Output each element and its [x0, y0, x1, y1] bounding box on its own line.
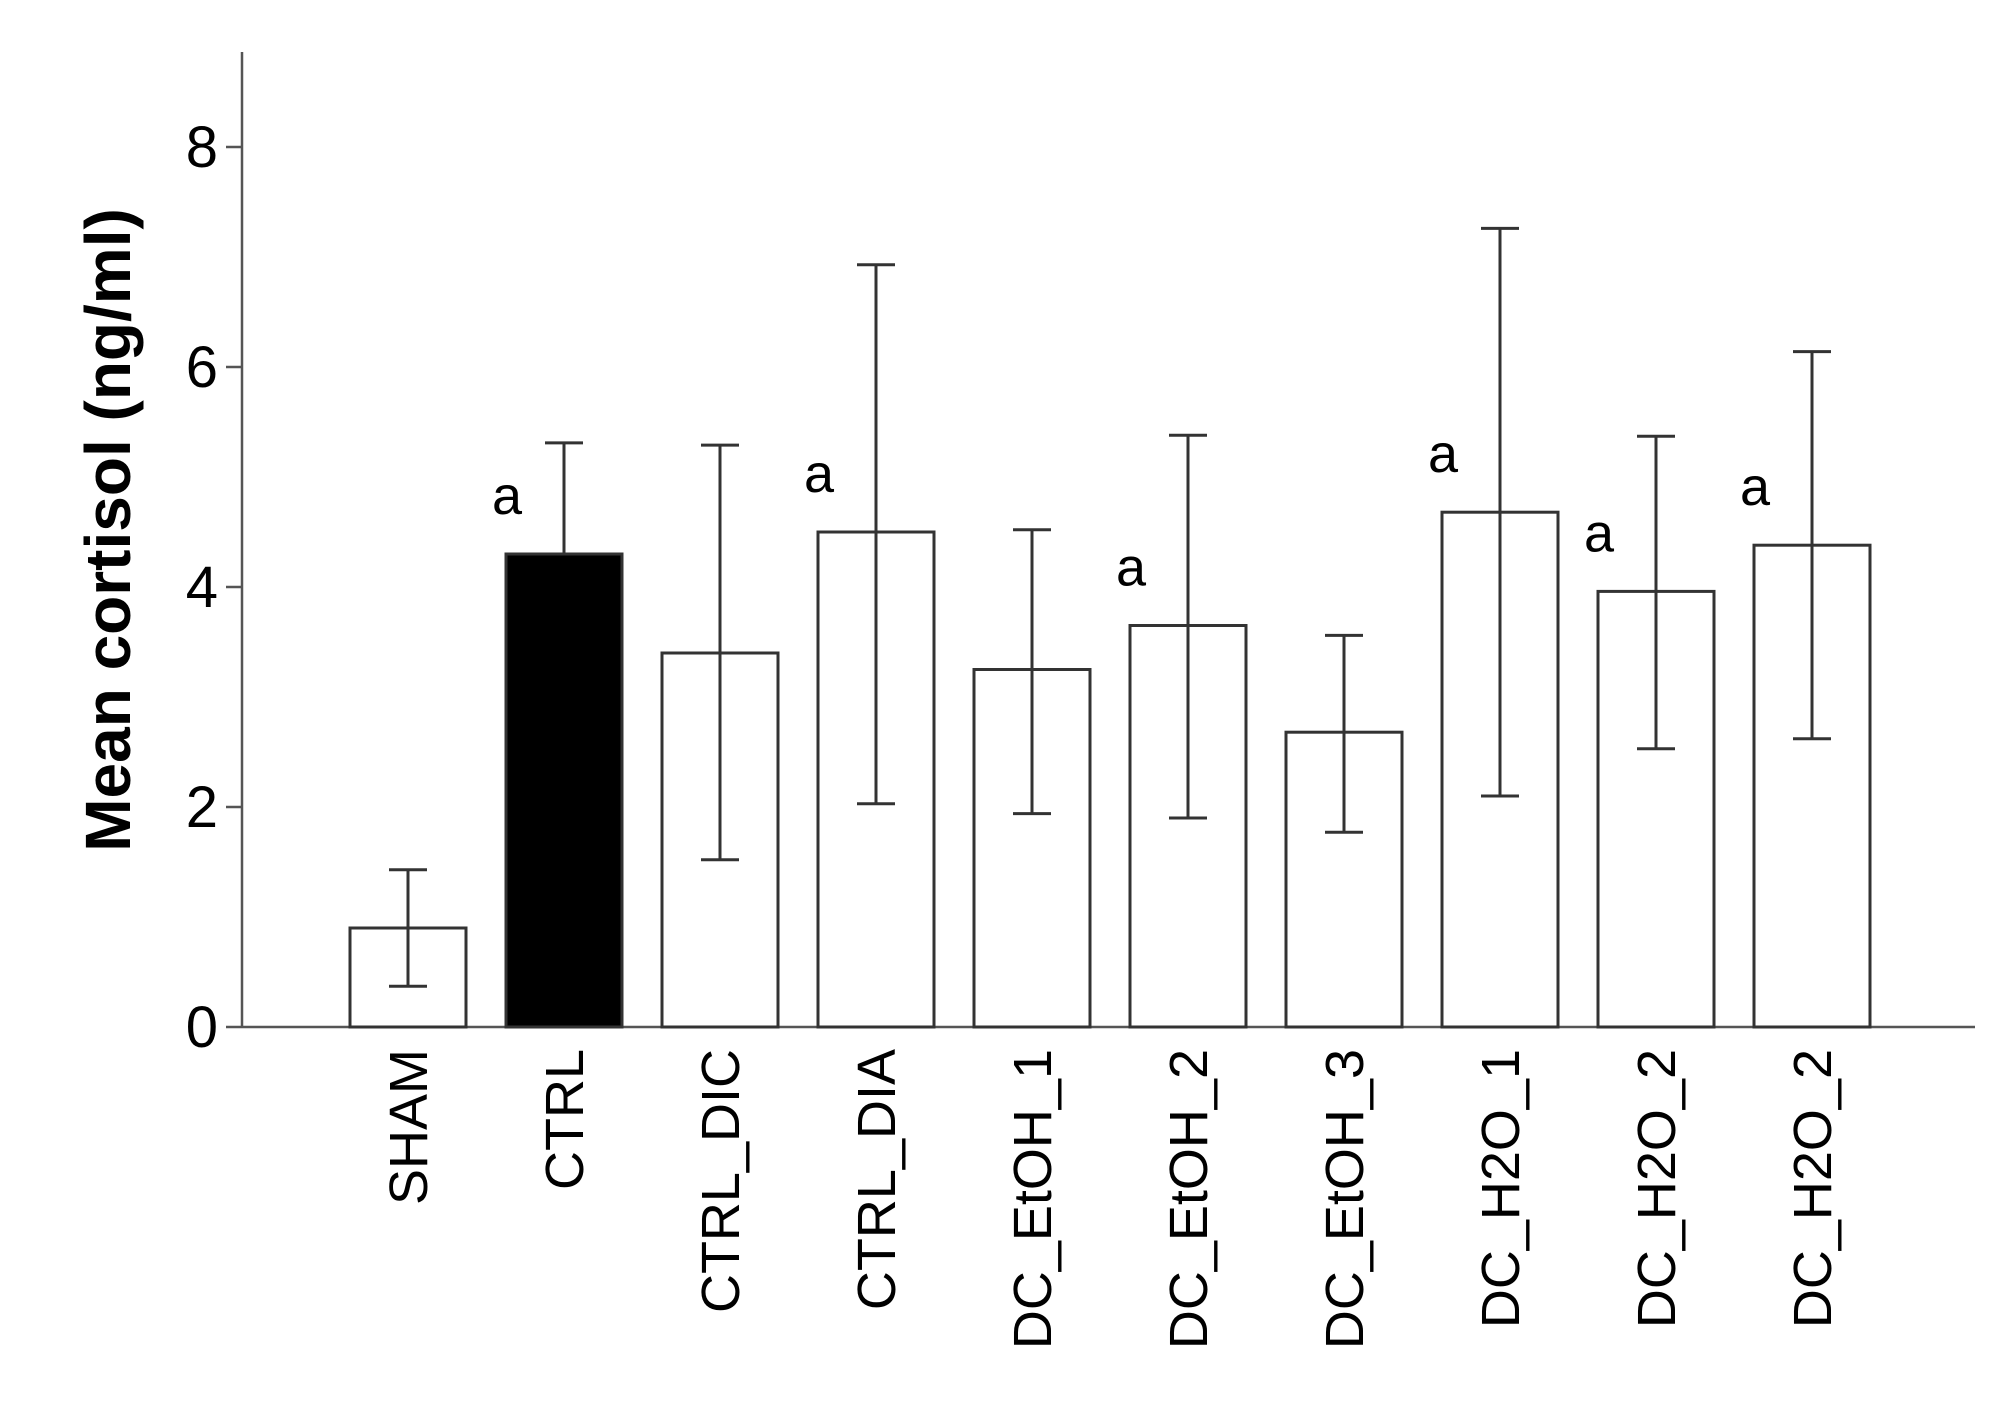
y-tick-label: 4	[186, 555, 218, 620]
x-tick-label: SHAM	[379, 1049, 439, 1205]
x-tick-label: CTRL	[535, 1049, 595, 1190]
bar	[1596, 589, 1716, 1029]
y-tick-label: 8	[186, 115, 218, 180]
x-tick-label: CTRL_DIC	[691, 1049, 751, 1313]
significance-label: a	[1740, 457, 1771, 517]
significance-label: a	[1584, 503, 1615, 563]
bar	[504, 552, 624, 1029]
labels: 0 2 4 6 8 SHAM CTRL a CTRL_DIC CTRL_DIA a DC_EtOH_1…	[186, 115, 1843, 1349]
x-tick-label: DC_H2O_1	[1471, 1049, 1531, 1328]
y-tick-label: 0	[186, 995, 218, 1060]
y-tick-label: 6	[186, 335, 218, 400]
significance-label: a	[1116, 538, 1147, 598]
x-tick-label: CTRL_DIA	[847, 1049, 907, 1310]
significance-label: a	[492, 466, 523, 526]
significance-label: a	[804, 444, 835, 504]
x-tick-label: DC_H2O_2	[1627, 1049, 1687, 1328]
y-axis-label: Mean cortisol (ng/ml)	[72, 208, 144, 852]
x-tick-label: DC_EtOH_3	[1315, 1049, 1375, 1349]
significance-label: a	[1428, 424, 1459, 484]
bars	[348, 510, 1872, 1029]
y-tick-label: 2	[186, 775, 218, 840]
error-bars	[389, 226, 1831, 988]
x-tick-label: DC_EtOH_1	[1003, 1049, 1063, 1349]
x-tick-label: DC_EtOH_2	[1159, 1049, 1219, 1349]
x-tick-label: DC_H2O_2	[1783, 1049, 1843, 1328]
